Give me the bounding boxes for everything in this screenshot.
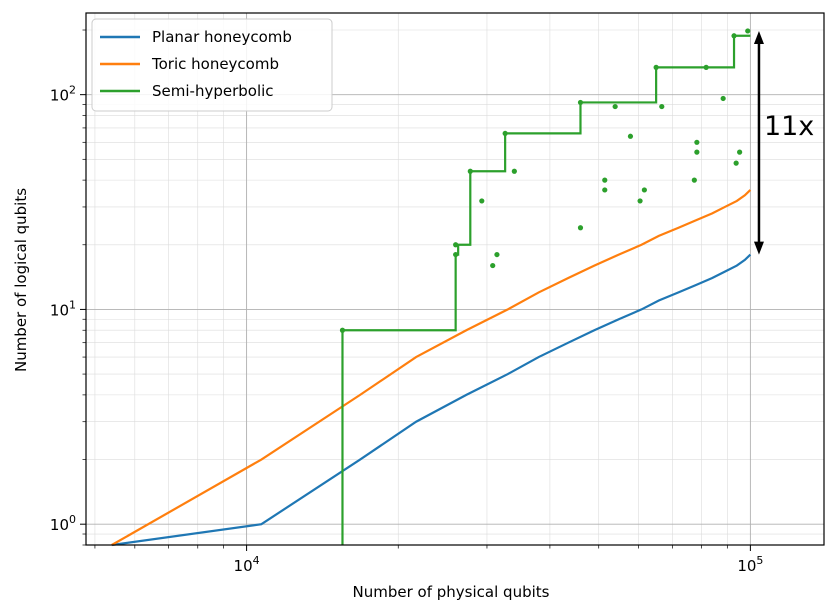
y-tick-label: 100 <box>50 513 76 534</box>
data-point <box>733 160 739 166</box>
y-tick-label-base: 10 <box>50 516 69 534</box>
data-point <box>694 149 700 155</box>
arrowhead-down-icon <box>753 241 764 255</box>
toric-honeycomb-line <box>111 189 752 546</box>
y-tick-label-exponent: 2 <box>69 84 76 97</box>
axis-ticks <box>80 29 751 551</box>
x-tick-label-base: 10 <box>234 557 253 575</box>
data-point <box>490 262 496 269</box>
series-layer <box>111 34 752 547</box>
data-point <box>494 251 500 258</box>
legend: Planar honeycomb Toric honeycomb Semi-hy… <box>91 18 333 112</box>
data-point <box>745 28 751 34</box>
data-point <box>453 242 459 248</box>
plot-frame <box>85 12 825 546</box>
data-point <box>612 103 618 110</box>
data-point <box>694 139 700 145</box>
y-tick-label-exponent: 0 <box>69 513 76 526</box>
data-point <box>641 187 647 193</box>
ratio-annotation: 11x <box>753 30 814 255</box>
data-point <box>703 64 709 70</box>
legend-label-planar: Planar honeycomb <box>152 28 292 46</box>
y-tick-label: 101 <box>50 298 76 319</box>
legend-label-toric: Toric honeycomb <box>151 55 279 73</box>
data-point <box>602 177 608 183</box>
planar-honeycomb-line <box>111 253 752 547</box>
data-point <box>659 103 665 110</box>
x-tick-label-exponent: 4 <box>253 554 260 567</box>
data-point <box>511 168 517 174</box>
data-point <box>731 33 737 39</box>
data-point <box>637 198 643 204</box>
x-axis-label: Number of physical qubits <box>353 583 550 601</box>
y-tick-label-base: 10 <box>50 301 69 319</box>
data-point <box>602 187 608 193</box>
data-point <box>577 225 584 231</box>
data-point <box>467 168 473 174</box>
data-point <box>453 251 459 258</box>
y-axis-label: Number of logical qubits <box>12 188 30 372</box>
x-tick-label-base: 10 <box>737 557 756 575</box>
legend-box <box>91 18 333 112</box>
data-point <box>577 99 584 106</box>
scatter-points <box>339 28 751 333</box>
minor-grid <box>86 13 824 546</box>
data-point <box>653 64 659 70</box>
y-tick-label-base: 10 <box>50 87 69 105</box>
data-point <box>737 149 743 155</box>
data-point <box>720 95 726 102</box>
x-tick-labels: 104 105 <box>234 554 764 575</box>
arrowhead-up-icon <box>753 30 764 44</box>
y-tick-label-exponent: 1 <box>69 298 76 311</box>
legend-label-semi-hyperbolic: Semi-hyperbolic <box>152 82 274 100</box>
annotation-label: 11x <box>764 111 814 142</box>
x-tick-label: 104 <box>234 554 260 575</box>
x-tick-label: 105 <box>737 554 763 575</box>
data-point <box>502 130 508 137</box>
data-point <box>691 177 697 183</box>
data-point <box>339 327 346 333</box>
x-tick-label-exponent: 5 <box>756 554 763 567</box>
y-tick-label: 102 <box>50 84 76 105</box>
data-point <box>627 133 634 139</box>
data-point <box>479 198 485 204</box>
semi-hyperbolic-line <box>341 34 751 545</box>
